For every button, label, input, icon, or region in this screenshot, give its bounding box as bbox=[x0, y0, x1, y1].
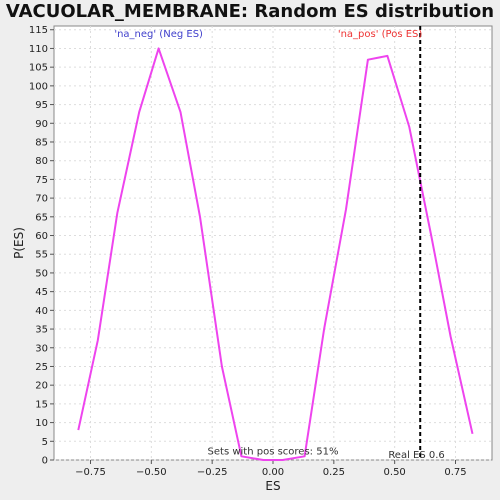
y-tick-label: 105 bbox=[29, 63, 48, 74]
series bbox=[77, 26, 474, 461]
x-tick-label: −0.25 bbox=[197, 467, 228, 478]
y-tick-label: 65 bbox=[35, 212, 48, 223]
y-tick-label: 30 bbox=[35, 343, 48, 354]
y-tick-label: 75 bbox=[35, 175, 48, 186]
y-tick-label: 35 bbox=[35, 325, 48, 336]
y-tick-label: 85 bbox=[35, 137, 48, 148]
x-tick-label: 0.25 bbox=[323, 467, 345, 478]
y-tick-label: 60 bbox=[35, 231, 48, 242]
y-tick-label: 45 bbox=[35, 287, 48, 298]
y-axis-label: P(ES) bbox=[12, 227, 26, 259]
pos-es-label: 'na_pos' (Pos ES) bbox=[338, 29, 423, 40]
y-tick-label: 110 bbox=[29, 44, 48, 55]
x-axis-label: ES bbox=[265, 479, 280, 493]
y-tick-label: 70 bbox=[35, 194, 48, 205]
x-tick-label: −0.75 bbox=[75, 467, 106, 478]
y-tick-label: 80 bbox=[35, 156, 48, 167]
chart-title: VACUOLAR_MEMBRANE: Random ES distributio… bbox=[5, 1, 495, 22]
x-tick-label: 0.75 bbox=[444, 467, 466, 478]
neg-es-label: 'na_neg' (Neg ES) bbox=[114, 29, 203, 40]
y-tick-label: 20 bbox=[35, 381, 48, 392]
y-tick-label: 90 bbox=[35, 119, 48, 130]
pos-scores-label: Sets with pos scores: 51% bbox=[208, 446, 339, 457]
y-tick-label: 25 bbox=[35, 362, 48, 373]
axes: 0 5 10 15 20 25 30 35 40 45 50 55 60 65 70 75 80 85 90 95 10… bbox=[29, 25, 467, 478]
y-tick-label: 40 bbox=[35, 306, 48, 317]
y-tick-label: 55 bbox=[35, 250, 48, 261]
annotations: 'na_neg' (Neg ES) 'na_pos' (Pos ES) Sets w… bbox=[114, 29, 444, 461]
real-es-label: Real ES 0.6 bbox=[388, 450, 444, 461]
x-tick-label: 0.00 bbox=[262, 467, 284, 478]
x-tick-label: 0.50 bbox=[384, 467, 406, 478]
y-tick-label: 15 bbox=[35, 399, 48, 410]
y-tick-label: 100 bbox=[29, 81, 48, 92]
y-tick-label: 10 bbox=[35, 418, 48, 429]
y-tick-label: 50 bbox=[35, 268, 48, 279]
y-tick-label: 115 bbox=[29, 25, 48, 36]
y-tick-label: 95 bbox=[35, 100, 48, 111]
series-line bbox=[77, 47, 474, 461]
y-tick-label: 5 bbox=[42, 437, 48, 448]
x-tick-label: −0.50 bbox=[136, 467, 167, 478]
y-tick-label: 0 bbox=[42, 456, 48, 467]
